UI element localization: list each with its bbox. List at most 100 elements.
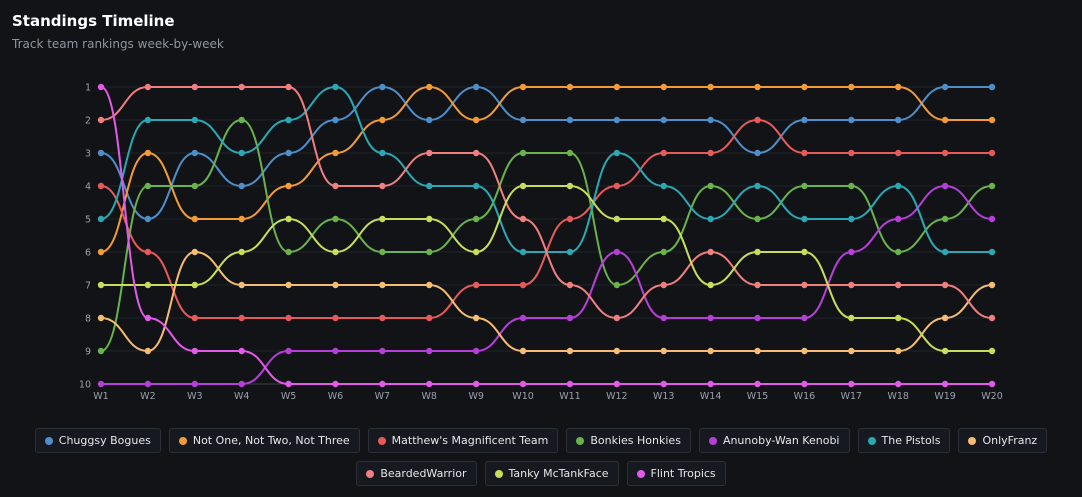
data-point: [895, 83, 902, 91]
chart-title: Standings Timeline: [12, 12, 175, 30]
data-point: [238, 83, 245, 91]
legend-label: Matthew's Magnificent Team: [391, 434, 549, 447]
data-point: [426, 347, 433, 355]
data-point: [801, 116, 808, 124]
data-point: [848, 347, 855, 355]
data-point: [988, 83, 996, 91]
data-point: [895, 182, 902, 190]
data-point: [97, 215, 105, 223]
data-point: [801, 248, 808, 256]
data-point: [191, 314, 198, 322]
series-3: [97, 116, 996, 355]
data-point: [754, 314, 761, 322]
x-tick-label: W1: [93, 391, 108, 402]
data-point: [238, 380, 245, 388]
data-point: [97, 116, 105, 124]
data-point: [660, 281, 667, 289]
data-point: [754, 182, 761, 190]
y-tick-label: 7: [85, 281, 91, 292]
data-point: [285, 116, 292, 124]
data-point: [332, 281, 339, 289]
x-tick-label: W6: [328, 391, 343, 402]
data-point: [332, 248, 339, 256]
data-point: [566, 248, 574, 256]
data-point: [144, 281, 152, 289]
legend-item[interactable]: Matthew's Magnificent Team: [367, 428, 559, 453]
data-point: [238, 347, 245, 355]
legend-item[interactable]: Bonkies Honkies: [566, 428, 691, 453]
data-point: [472, 380, 480, 388]
data-point: [613, 248, 621, 256]
data-point: [472, 281, 480, 289]
legend-item[interactable]: OnlyFranz: [958, 428, 1048, 453]
data-point: [379, 116, 386, 124]
series-9: [97, 83, 996, 388]
data-point: [848, 182, 855, 190]
data-point: [332, 182, 339, 190]
data-point: [754, 281, 761, 289]
data-point: [754, 248, 761, 256]
legend-item[interactable]: Flint Tropics: [626, 461, 726, 486]
data-point: [379, 248, 386, 256]
series-2: [97, 116, 996, 322]
data-point: [285, 182, 292, 190]
data-point: [988, 314, 996, 322]
data-point: [754, 83, 761, 91]
y-tick-label: 10: [79, 380, 91, 391]
series-8: [97, 182, 996, 355]
data-point: [238, 215, 245, 223]
data-point: [144, 83, 152, 91]
data-point: [332, 83, 339, 91]
legend-item[interactable]: The Pistols: [857, 428, 951, 453]
data-point: [988, 149, 996, 157]
legend-swatch: [178, 436, 187, 445]
data-point: [426, 149, 433, 157]
data-point: [895, 248, 902, 256]
data-point: [144, 215, 152, 223]
data-point: [519, 182, 527, 190]
data-point: [613, 149, 621, 157]
legend-swatch: [366, 469, 375, 478]
data-point: [801, 347, 808, 355]
data-point: [238, 248, 245, 256]
data-point: [519, 314, 527, 322]
x-tick-label: W10: [512, 391, 533, 402]
series-4: [97, 182, 996, 388]
data-point: [848, 380, 855, 388]
data-point: [895, 347, 902, 355]
legend-label: Not One, Not Two, Not Three: [192, 434, 350, 447]
legend-label: BeardedWarrior: [380, 467, 467, 480]
series-line: [100, 86, 993, 319]
legend-item[interactable]: Chuggsy Bogues: [34, 428, 161, 453]
y-tick-label: 6: [85, 248, 91, 259]
data-point: [801, 149, 808, 157]
legend-item[interactable]: BeardedWarrior: [356, 461, 477, 486]
legend-item[interactable]: Anunoby-Wan Kenobi: [698, 428, 850, 453]
data-point: [426, 215, 433, 223]
data-point: [285, 83, 292, 91]
series-1: [97, 83, 996, 256]
data-point: [285, 380, 292, 388]
data-point: [97, 380, 105, 388]
data-point: [191, 116, 198, 124]
data-point: [144, 116, 152, 124]
data-point: [941, 248, 949, 256]
data-point: [519, 116, 527, 124]
data-point: [285, 248, 292, 256]
data-point: [848, 314, 855, 322]
data-point: [519, 347, 527, 355]
legend-item[interactable]: Not One, Not Two, Not Three: [168, 428, 360, 453]
data-point: [941, 116, 949, 124]
data-point: [566, 215, 574, 223]
data-point: [472, 116, 480, 124]
data-point: [472, 314, 480, 322]
data-point: [379, 281, 386, 289]
legend-item[interactable]: Tanky McTankFace: [484, 461, 619, 486]
data-point: [660, 215, 667, 223]
data-point: [566, 347, 574, 355]
data-point: [613, 281, 621, 289]
x-tick-label: W11: [559, 391, 580, 402]
data-point: [332, 116, 339, 124]
data-point: [566, 314, 574, 322]
legend-swatch: [867, 436, 876, 445]
